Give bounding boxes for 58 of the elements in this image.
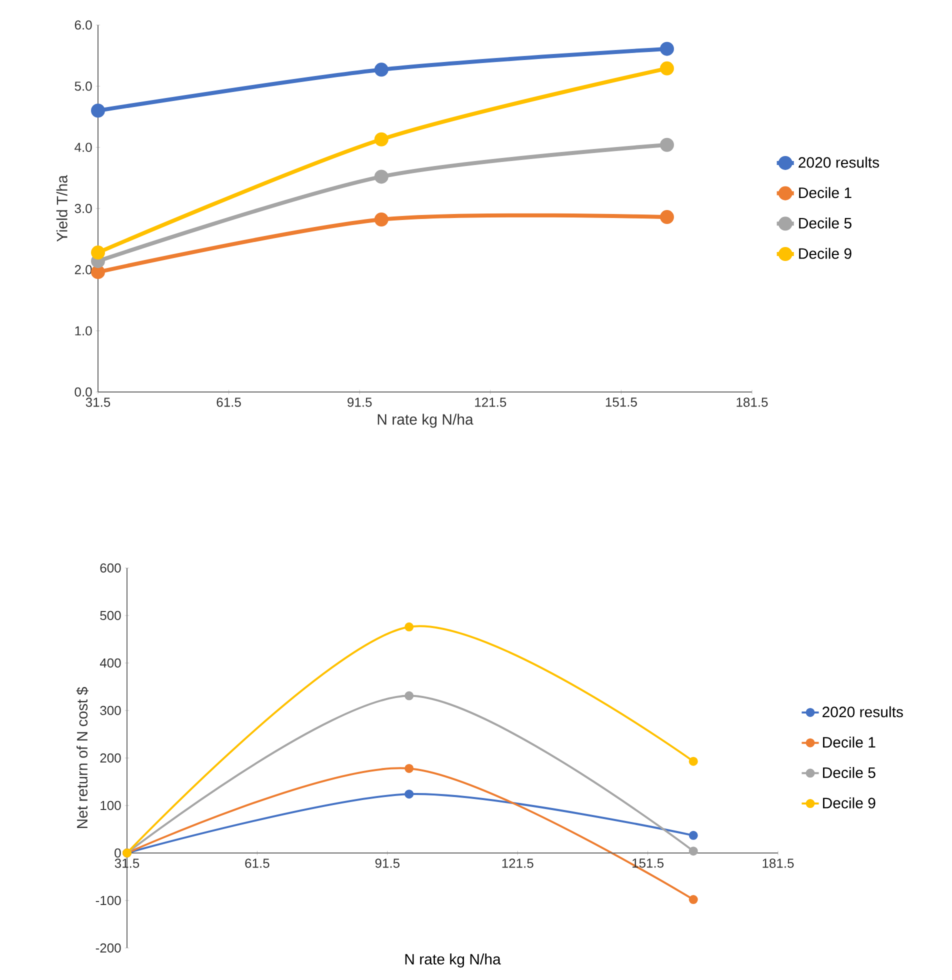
point (660, 210, 674, 224)
x-tick-label: 61.5 (245, 858, 270, 868)
legend-label: 2020 results (798, 156, 880, 168)
point (660, 138, 674, 152)
point (404, 622, 414, 632)
y-tick-label: 0 (114, 848, 121, 858)
y-tick-label: 2.0 (74, 265, 92, 274)
point (660, 42, 674, 56)
point (91, 265, 105, 280)
x-tick-label: 91.5 (348, 398, 372, 407)
y-tick-label: 3.0 (74, 204, 92, 214)
legend-label: 2020 results (822, 706, 903, 718)
y-tick-label: 1.0 (75, 326, 92, 336)
x-tick-label: 181.5 (736, 398, 768, 407)
point (374, 62, 388, 77)
y-tick-label: 4.0 (74, 142, 92, 152)
point (374, 212, 388, 227)
y-tick-label: 600 (100, 563, 121, 573)
y-tick-label: 200 (100, 753, 121, 763)
legend-label: Decile 1 (799, 187, 852, 198)
y-tick-label: 100 (100, 800, 121, 810)
y-tick-label: -200 (96, 943, 121, 953)
x-tick-label: 151.5 (632, 858, 664, 868)
point (91, 104, 105, 118)
x-tick-label: 121.5 (502, 858, 534, 868)
point (374, 132, 388, 146)
x-tick-label: 121.5 (475, 398, 506, 407)
point (688, 756, 698, 766)
point (404, 764, 414, 773)
x-tick-label: 61.5 (216, 398, 241, 407)
y-tick-label: 300 (100, 706, 121, 716)
y-axis-title: Yield T/ha (56, 175, 68, 242)
x-tick-label: 151.5 (606, 398, 637, 407)
point (688, 895, 698, 904)
point (404, 691, 414, 700)
y-tick-label: 400 (100, 658, 121, 668)
x-axis-title: N rate kg N/ha (405, 954, 501, 968)
x-axis-title: N rate kg N/ha (378, 414, 474, 428)
point (688, 846, 698, 856)
x-tick-label: 31.5 (86, 398, 110, 407)
x-tick-label: 181.5 (762, 858, 794, 868)
point (688, 830, 698, 840)
y-tick-label: -100 (96, 896, 121, 906)
y-tick-label: 500 (100, 610, 121, 620)
legend-label: Decile 9 (799, 248, 852, 259)
y-tick-label: 6.0 (74, 20, 92, 30)
legend-label: Decile 9 (823, 797, 876, 808)
y-axis-title: Net return of N cost $ (76, 686, 88, 828)
x-tick-label: 91.5 (375, 858, 400, 868)
legend-label: Decile 1 (823, 736, 876, 748)
point (91, 246, 105, 260)
legend-label: Decile 5 (799, 217, 852, 229)
y-tick-label: 5.0 (74, 82, 92, 91)
point (374, 170, 388, 184)
legend-label: Decile 5 (823, 767, 876, 778)
point (660, 61, 674, 76)
point (404, 790, 414, 799)
y-tick-label: 0.0 (74, 387, 92, 397)
